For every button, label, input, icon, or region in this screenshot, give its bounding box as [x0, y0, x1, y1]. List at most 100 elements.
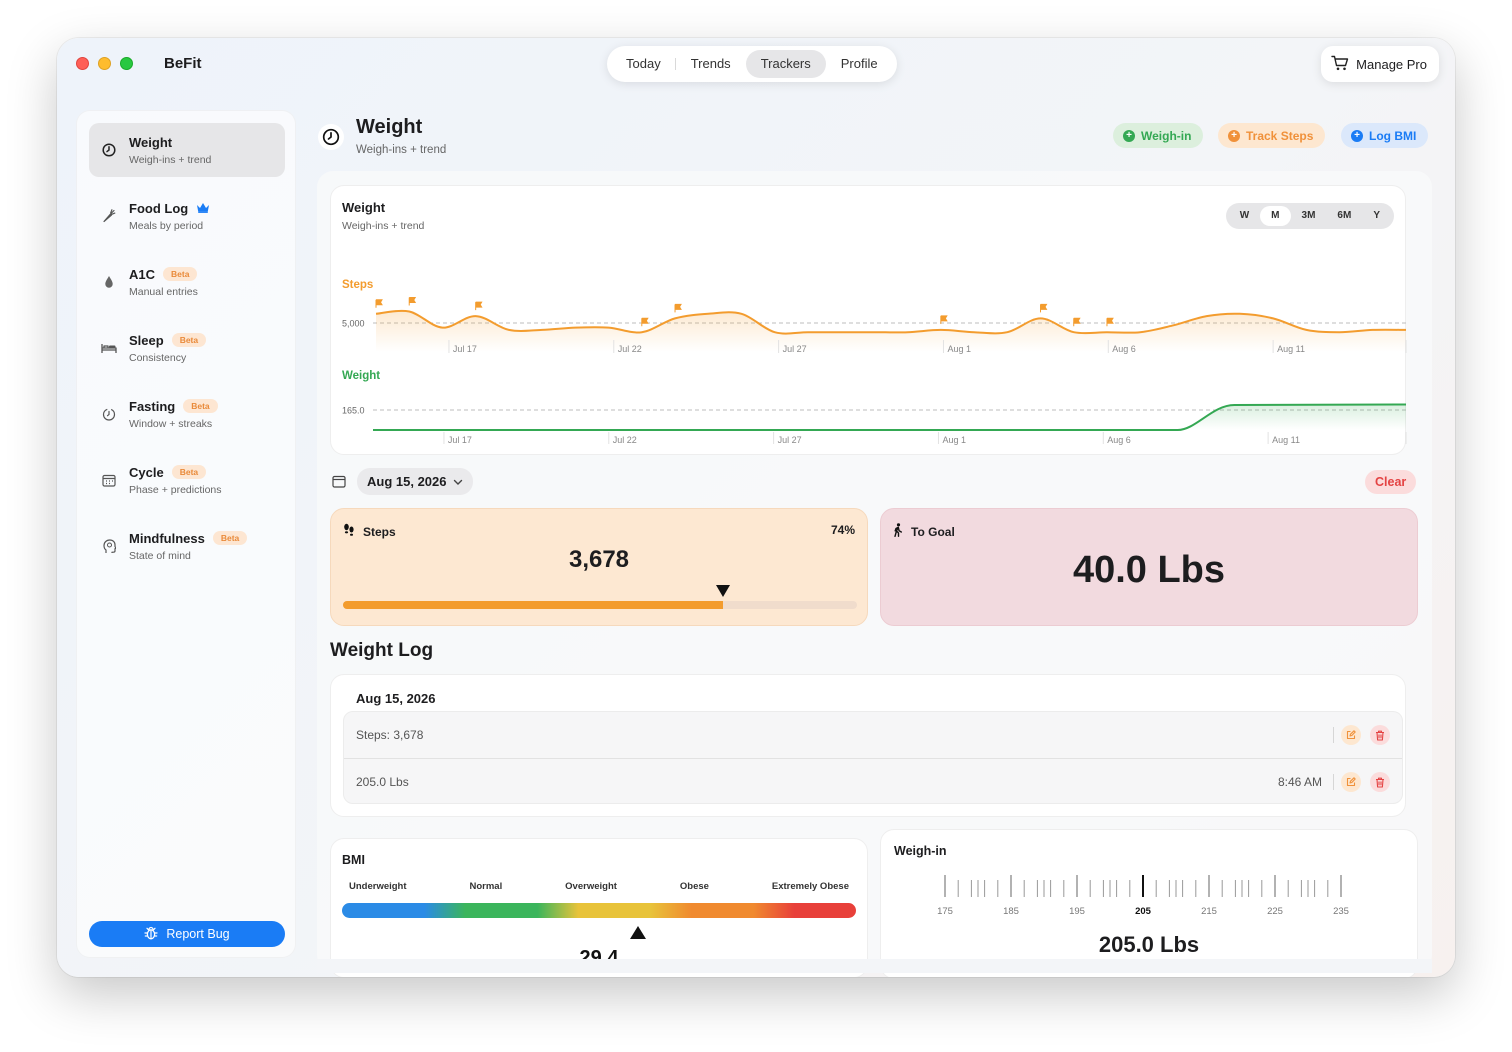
- window-controls: [76, 57, 133, 70]
- edit-button[interactable]: [1341, 772, 1361, 792]
- sidebar-item-label: Weight: [129, 134, 173, 150]
- beta-badge: Beta: [183, 399, 218, 413]
- bmi-card: BMI Underweight Normal Overweight Obese …: [330, 838, 868, 977]
- log-bmi-button[interactable]: + Log BMI: [1341, 123, 1429, 148]
- weigh-in-card: Weigh-in 175 185 195 205 215 225 235 205.0 Lbs: [880, 829, 1418, 977]
- weight-x-tick-label: Aug 6: [1107, 435, 1131, 445]
- steps-x-tick-label: Aug 11: [1277, 344, 1305, 354]
- sidebar-item-mindfulness[interactable]: Mindfulness Beta State of mind: [89, 519, 285, 573]
- track-steps-label: Track Steps: [1246, 128, 1314, 143]
- beta-badge: Beta: [171, 333, 207, 347]
- footprints-icon: [343, 523, 355, 540]
- steps-series-label: Steps: [342, 279, 373, 291]
- weight-series-label: Weight: [342, 370, 380, 382]
- page-subtitle: Weigh-ins + trend: [356, 144, 447, 156]
- date-selector[interactable]: Aug 15, 2026: [357, 468, 473, 495]
- sidebar-item-sub: Phase + predictions: [129, 483, 222, 496]
- weight-x-tick-label: Jul 27: [778, 435, 802, 445]
- tab-profile[interactable]: Profile: [840, 56, 878, 71]
- list-item[interactable]: Steps: 3,678: [344, 712, 1402, 758]
- sidebar-item-food-log[interactable]: Food Log Meals by period: [89, 189, 285, 243]
- scale-tick-label: 235: [1333, 906, 1349, 917]
- sidebar-item-label: Food Log: [129, 200, 189, 216]
- log-entry-text: Steps: 3,678: [356, 728, 424, 742]
- to-goal-card[interactable]: To Goal 40.0 Lbs: [880, 508, 1418, 626]
- steps-percent: 74%: [830, 523, 855, 537]
- sidebar-item-sub: Weigh-ins + trend: [129, 153, 212, 166]
- weight-log-title: Weight Log: [330, 640, 434, 661]
- flag-icon: [375, 299, 383, 308]
- weigh-in-button[interactable]: + Weigh-in: [1113, 123, 1204, 148]
- sidebar-item-fasting[interactable]: Fasting Beta Window + streaks: [89, 387, 285, 441]
- bed-icon: [89, 342, 129, 354]
- sidebar-item-cycle[interactable]: Cycle Beta Phase + predictions: [89, 453, 285, 507]
- weight-scale-ruler[interactable]: 175 185 195 205 215 225 235: [881, 870, 1419, 930]
- edit-button[interactable]: [1341, 725, 1361, 745]
- scale-tick-label: 215: [1201, 906, 1217, 917]
- tab-today[interactable]: Today: [611, 50, 676, 78]
- delete-button[interactable]: [1370, 725, 1390, 745]
- flag-icon: [1106, 317, 1114, 327]
- scale-tick-label: 175: [937, 906, 953, 917]
- chevron-down-icon: [453, 474, 463, 489]
- clock-icon: [89, 143, 129, 157]
- sidebar-item-weight[interactable]: Weight Weigh-ins + trend: [89, 123, 285, 177]
- weigh-in-label: Weigh-in: [1141, 128, 1192, 143]
- flag-icon: [641, 317, 649, 327]
- plus-icon: +: [1228, 129, 1240, 142]
- cart-icon: [1331, 55, 1349, 74]
- range-6-months[interactable]: 6M: [1337, 210, 1352, 221]
- report-bug-label: Report Bug: [166, 927, 230, 941]
- bmi-scale-bar: [342, 903, 856, 918]
- bug-icon: [144, 926, 158, 943]
- manage-pro-button[interactable]: Manage Pro: [1321, 46, 1439, 82]
- sidebar-item-sleep[interactable]: Sleep Beta Consistency: [89, 321, 285, 375]
- zoom-window-button[interactable]: [120, 57, 133, 70]
- sidebar-item-sub: Manual entries: [129, 285, 198, 298]
- track-steps-button[interactable]: + Track Steps: [1218, 123, 1326, 148]
- flag-icon: [475, 301, 483, 311]
- weight-chart-card: Weight Weigh-ins + trend W M 3M 6M Y: [330, 185, 1407, 455]
- head-icon: [89, 538, 129, 554]
- sidebar-item-sub: Consistency: [129, 351, 187, 364]
- flag-icon: [1073, 317, 1081, 327]
- range-month[interactable]: M: [1260, 206, 1291, 226]
- delete-button[interactable]: [1370, 772, 1390, 792]
- log-entry-text: 205.0 Lbs: [356, 775, 409, 789]
- clear-button[interactable]: Clear: [1365, 470, 1417, 494]
- scale-tick-label: 225: [1267, 906, 1283, 917]
- sidebar-item-sub: State of mind: [129, 549, 191, 562]
- weight-log-card: Aug 15, 2026 Steps: 3,678 205.0 Lbs 8:46…: [330, 674, 1406, 817]
- sidebar-item-sub: Meals by period: [129, 219, 204, 232]
- scale-tick-label: 195: [1069, 906, 1085, 917]
- beta-badge: Beta: [171, 465, 207, 479]
- close-window-button[interactable]: [76, 57, 89, 70]
- steps-progress-marker: [716, 585, 731, 597]
- plus-icon: +: [1351, 129, 1363, 142]
- range-3-months[interactable]: 3M: [1301, 210, 1316, 221]
- range-year[interactable]: Y: [1373, 210, 1380, 221]
- bmi-category: Extremely Obese: [771, 881, 849, 892]
- chart-card-title: Weight: [342, 200, 386, 215]
- flag-icon: [940, 315, 948, 324]
- log-bmi-label: Log BMI: [1369, 128, 1417, 143]
- sidebar-item-label: A1C: [129, 266, 156, 282]
- minimize-window-button[interactable]: [98, 57, 111, 70]
- tab-trackers[interactable]: Trackers: [745, 50, 826, 78]
- tab-trends[interactable]: Trends: [690, 56, 731, 71]
- weight-x-tick-label: Aug 11: [1272, 435, 1300, 445]
- bmi-categories: Underweight Normal Overweight Obese Extr…: [341, 881, 857, 892]
- report-bug-button[interactable]: Report Bug: [89, 921, 285, 947]
- date-selector-value: Aug 15, 2026: [367, 474, 447, 489]
- crown-icon: [196, 201, 210, 216]
- steps-value: 3,678: [568, 546, 630, 573]
- steps-card[interactable]: Steps 74% 3,678: [330, 508, 868, 626]
- range-week[interactable]: W: [1239, 210, 1250, 221]
- row-separator: [1333, 774, 1334, 790]
- steps-reference-label: 5,000: [342, 319, 365, 329]
- sidebar-item-a1c[interactable]: A1C Beta Manual entries: [89, 255, 285, 309]
- flag-icon: [408, 297, 417, 306]
- list-item[interactable]: 205.0 Lbs 8:46 AM: [344, 759, 1402, 805]
- main-nav-tabs: Today Trends Trackers Profile: [607, 46, 897, 82]
- bmi-marker: [629, 926, 646, 939]
